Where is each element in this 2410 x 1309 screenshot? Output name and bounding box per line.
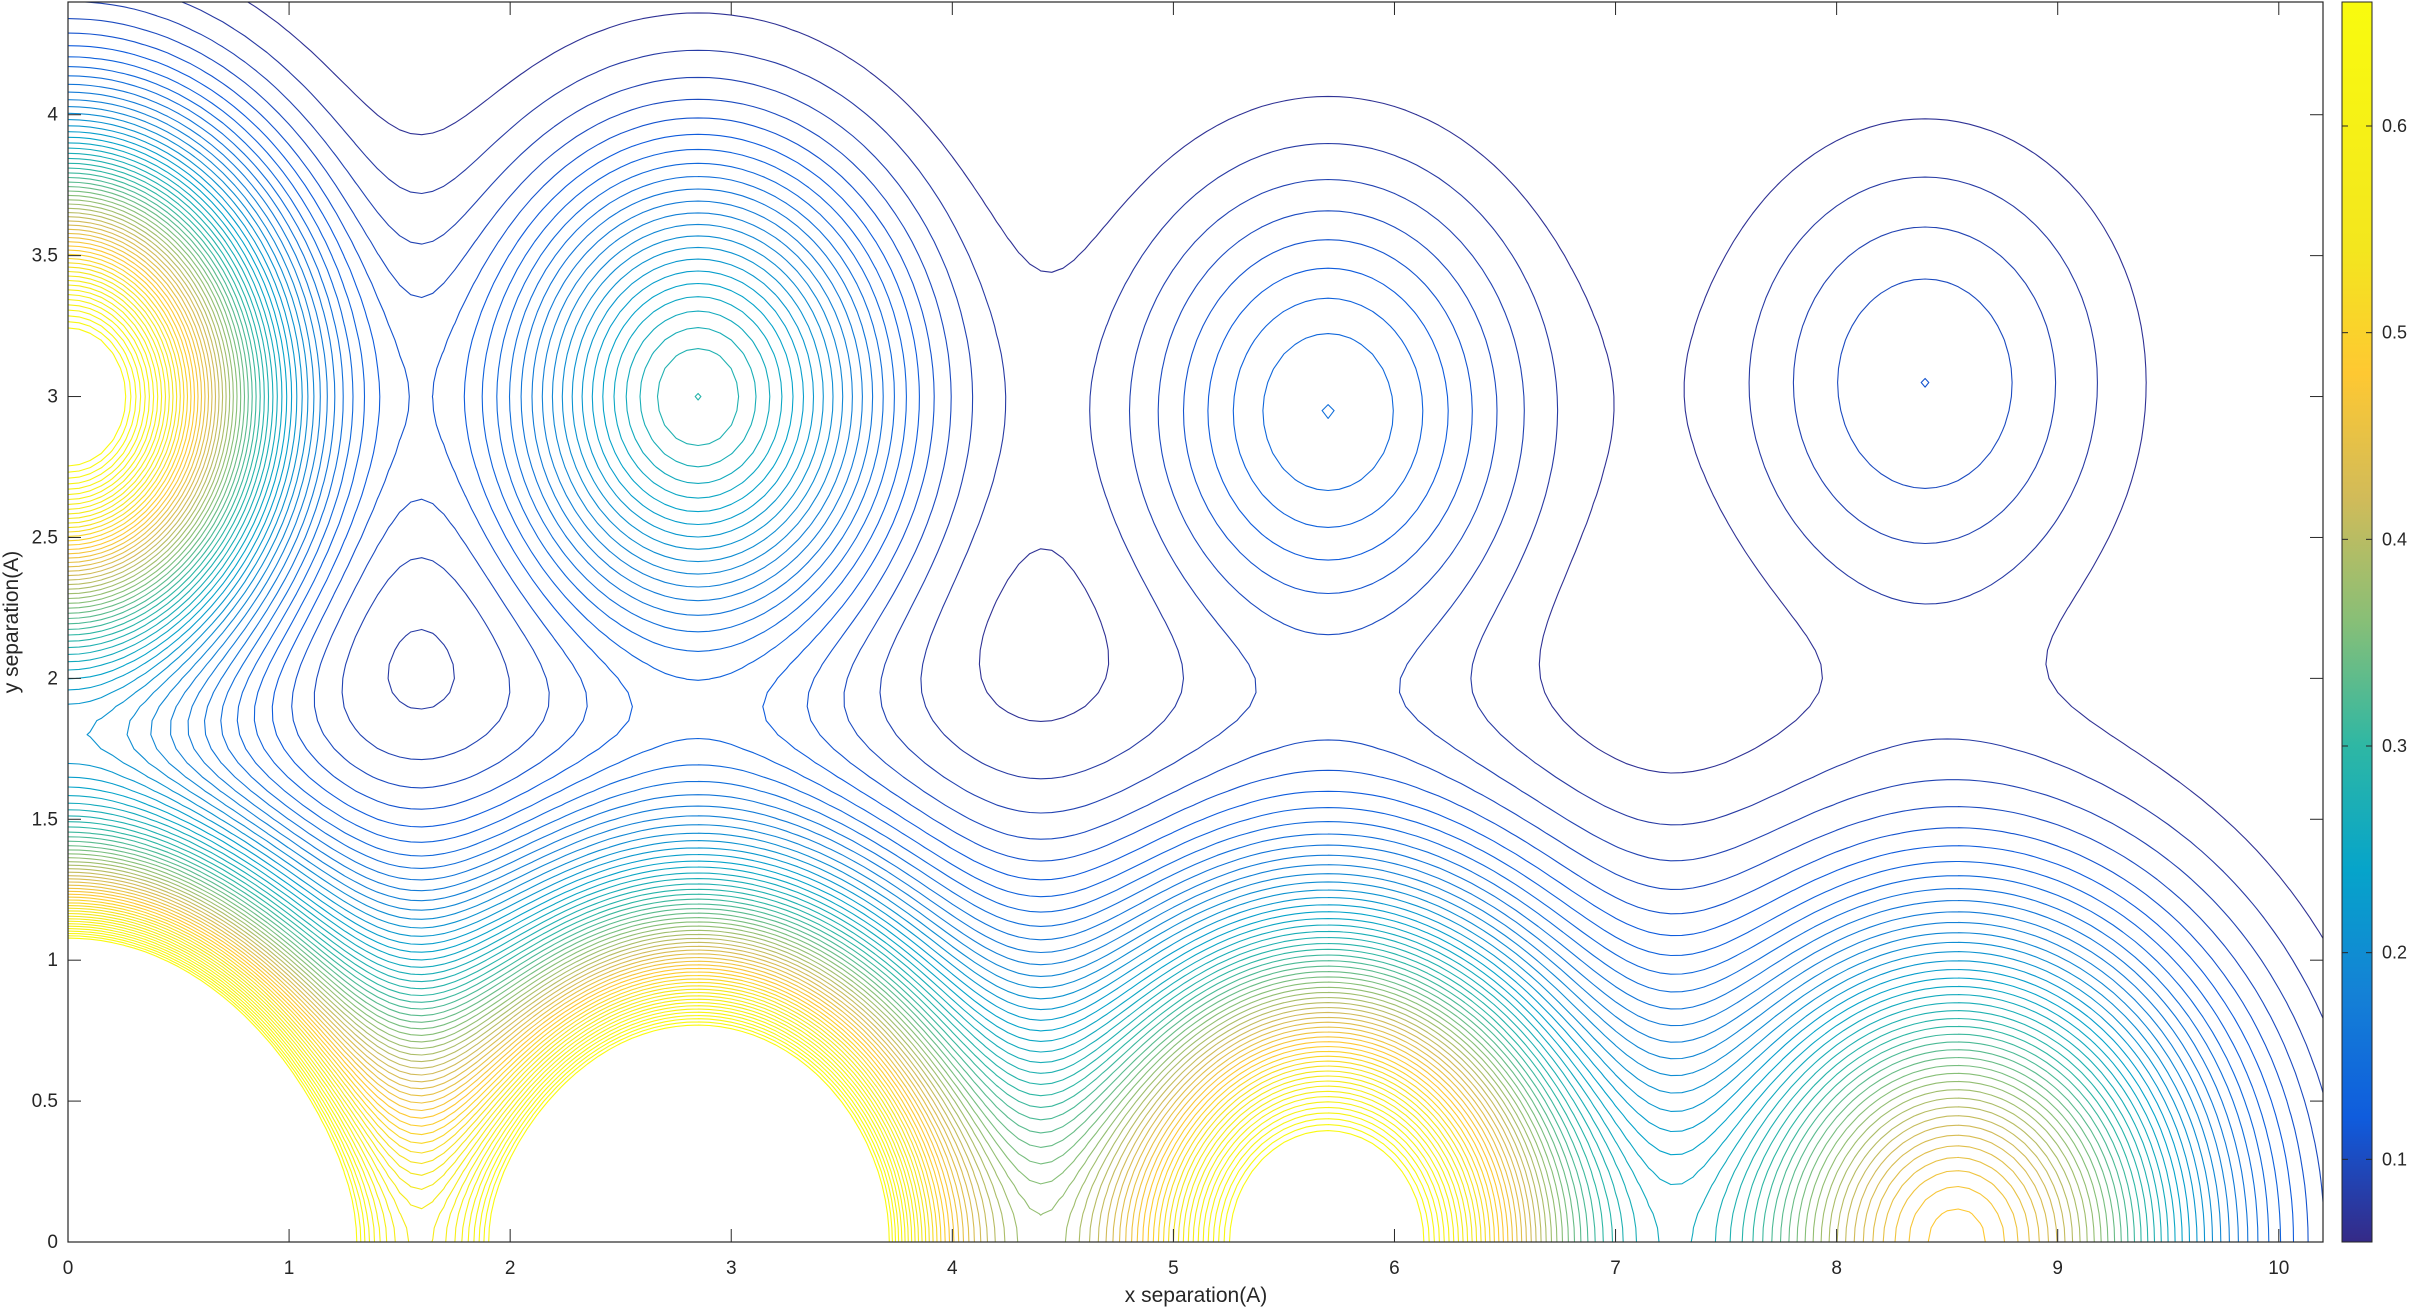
x-tick-label: 6 — [1389, 1258, 1400, 1279]
contour-level — [68, 304, 1445, 1242]
contour-level — [68, 186, 2116, 1242]
contour-level — [68, 66, 2270, 1242]
x-tick-label: 5 — [1168, 1258, 1179, 1279]
contour-level — [68, 199, 2095, 1242]
colorbar: 0.1 0.2 0.3 0.4 0.5 0.6 — [2341, 1, 2407, 1243]
contour-level — [68, 299, 1450, 1242]
contour-level — [68, 289, 1460, 1242]
y-tick-label: 1.5 — [32, 809, 58, 830]
contour-level — [68, 232, 2030, 1242]
contour-level — [68, 245, 1986, 1242]
contour-level — [68, 112, 2214, 1242]
colorbar-tick-label: 0.2 — [2382, 943, 2407, 963]
contour-level — [84, 2, 2323, 1094]
y-tick-label: 2 — [47, 668, 58, 689]
x-tick-label: 3 — [726, 1258, 737, 1279]
contour-level — [68, 32, 2309, 1242]
y-tick-label: 4 — [47, 105, 58, 126]
y-tick-label: 0 — [47, 1232, 58, 1253]
y-axis-label: y separation(A) — [0, 551, 23, 693]
contour-level — [68, 176, 2129, 1242]
x-axis-label: x separation(A) — [1125, 1284, 1267, 1307]
contour-level — [68, 56, 2282, 1242]
y-tick-label: 3.5 — [32, 246, 58, 267]
contour-level — [68, 91, 2239, 1242]
plot-box — [67, 1, 2324, 1243]
contour-level — [68, 266, 1482, 1242]
contour-level — [68, 131, 2191, 1242]
x-tick-label: 2 — [505, 1258, 516, 1279]
contour-level — [68, 257, 1491, 1242]
y-tick-label: 2.5 — [32, 527, 58, 548]
contour-level — [68, 157, 2156, 1242]
colorbar-tick-label: 0.5 — [2382, 323, 2407, 343]
contour-level — [68, 181, 2122, 1242]
colorbar-ticks: 0.1 0.2 0.3 0.4 0.5 0.6 — [2342, 116, 2407, 1169]
x-tick-label: 10 — [2268, 1258, 2289, 1279]
colorbar-tick-label: 0.1 — [2382, 1149, 2407, 1169]
contour-level — [68, 136, 2183, 1242]
contour-level — [68, 327, 1425, 1242]
contour-level — [68, 279, 1469, 1242]
y-tick-labels: 0 0.5 1 1.5 2 2.5 3 3.5 4 — [32, 105, 59, 1253]
contour-level — [68, 207, 2081, 1242]
contour-level — [68, 236, 2019, 1242]
contour-level — [68, 216, 2066, 1242]
colorbar-tick-label: 0.3 — [2382, 736, 2407, 756]
contour-level — [68, 167, 2142, 1242]
contour-level — [68, 294, 1455, 1242]
contour-level — [68, 253, 1495, 1242]
x-tick-label: 0 — [63, 1258, 74, 1279]
y-tick-label: 0.5 — [32, 1091, 58, 1112]
contour-level — [68, 241, 2006, 1242]
contour-level — [68, 106, 2222, 1242]
contour-level — [68, 262, 1487, 1242]
contour-level — [68, 125, 2198, 1242]
contour-level — [68, 172, 2136, 1242]
contour-level — [68, 270, 1478, 1242]
contour-level — [68, 152, 2162, 1242]
x-tick-label: 8 — [1831, 1258, 1842, 1279]
colorbar-tick-label: 0.6 — [2382, 116, 2407, 136]
plot-background — [68, 2, 2323, 1242]
x-tick-labels: 0 1 2 3 4 5 6 7 8 9 10 — [63, 1258, 2290, 1279]
colorbar-tick-label: 0.4 — [2382, 529, 2407, 549]
contour-level — [68, 315, 1435, 1242]
x-tick-label: 4 — [947, 1258, 958, 1279]
contour-level — [68, 194, 2102, 1242]
x-tick-label: 1 — [284, 1258, 295, 1279]
contour-level — [68, 203, 2088, 1242]
contour-level — [68, 321, 1430, 1242]
contour-level — [68, 75, 2259, 1242]
contour-level — [247, 2, 2323, 939]
contour-level — [68, 228, 2040, 1242]
contour-level — [68, 212, 2074, 1242]
contour-level — [68, 162, 2149, 1242]
contour-level — [68, 275, 1473, 1242]
contour-level — [68, 119, 2206, 1242]
contour-level — [68, 224, 2050, 1242]
contour-level — [68, 45, 2295, 1242]
x-tick-label: 7 — [1610, 1258, 1621, 1279]
contour-lines — [68, 2, 2323, 1242]
contour-level — [68, 190, 2109, 1242]
contour-level — [68, 142, 2176, 1242]
contour-level — [68, 309, 1440, 1242]
contour-level — [68, 220, 2058, 1242]
x-tick-label: 9 — [2052, 1258, 2063, 1279]
colorbar-gradient — [2341, 1, 2373, 1243]
contour-level — [68, 83, 2249, 1242]
y-tick-label: 3 — [47, 387, 58, 408]
contour-level — [68, 99, 2230, 1242]
y-tick-label: 1 — [47, 950, 58, 971]
contour-level — [68, 284, 1464, 1242]
contour-level — [68, 249, 1500, 1242]
contour-level — [68, 147, 2169, 1242]
